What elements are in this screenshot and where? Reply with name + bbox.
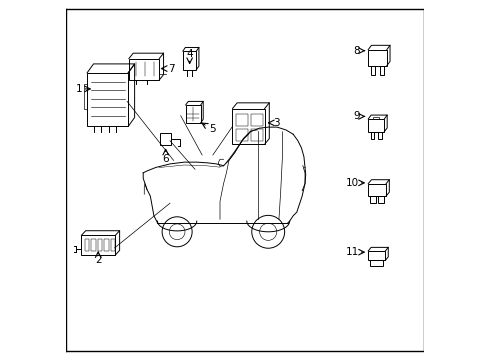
Bar [378, 132, 382, 139]
Text: 10: 10 [345, 178, 359, 188]
Bar [186, 105, 201, 123]
Text: 5: 5 [209, 124, 216, 134]
Bar [251, 129, 263, 141]
Bar [232, 109, 265, 144]
Bar [85, 239, 89, 251]
Bar [98, 239, 102, 251]
Bar [370, 196, 376, 203]
Bar [236, 114, 247, 126]
Bar [371, 132, 374, 139]
Bar [104, 239, 109, 251]
Text: 1: 1 [75, 84, 82, 94]
Bar [236, 129, 247, 141]
Text: 6: 6 [162, 154, 169, 163]
Text: 8: 8 [353, 46, 360, 56]
Bar [111, 239, 115, 251]
Bar [368, 184, 386, 196]
Bar [371, 66, 375, 75]
Text: 7: 7 [168, 64, 174, 73]
Bar [380, 66, 384, 75]
Bar [370, 260, 383, 266]
Bar [81, 235, 115, 255]
Bar [129, 59, 159, 80]
Bar [87, 73, 128, 126]
Bar [368, 50, 387, 66]
Text: 11: 11 [345, 247, 359, 257]
Text: 3: 3 [273, 118, 279, 128]
Bar [368, 251, 386, 260]
Text: 9: 9 [353, 111, 360, 121]
Bar [251, 114, 263, 126]
Bar [378, 196, 384, 203]
Bar [368, 119, 384, 132]
Bar [92, 239, 96, 251]
Bar [183, 51, 196, 69]
Text: 2: 2 [95, 255, 101, 265]
Bar [160, 133, 172, 145]
Text: 4: 4 [186, 49, 193, 59]
